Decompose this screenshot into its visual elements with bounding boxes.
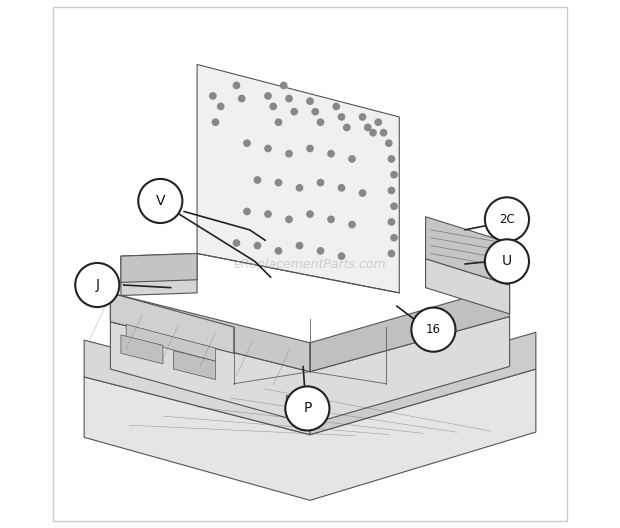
- Text: 2C: 2C: [499, 213, 515, 226]
- Circle shape: [312, 109, 319, 115]
- Text: 16: 16: [426, 323, 441, 336]
- Polygon shape: [110, 293, 234, 353]
- Circle shape: [286, 216, 292, 222]
- Circle shape: [265, 93, 271, 99]
- Circle shape: [244, 140, 250, 146]
- Polygon shape: [84, 340, 310, 435]
- Circle shape: [328, 216, 334, 222]
- Polygon shape: [197, 64, 399, 293]
- Circle shape: [375, 119, 381, 125]
- Text: J: J: [95, 278, 99, 292]
- Circle shape: [275, 119, 281, 125]
- Circle shape: [254, 177, 260, 183]
- Circle shape: [281, 82, 287, 89]
- Polygon shape: [121, 335, 163, 364]
- Circle shape: [370, 129, 376, 136]
- Circle shape: [339, 114, 345, 120]
- Circle shape: [391, 172, 397, 178]
- Circle shape: [388, 250, 394, 257]
- Text: V: V: [156, 194, 165, 208]
- Circle shape: [275, 248, 281, 254]
- Circle shape: [285, 386, 329, 430]
- Circle shape: [411, 308, 456, 352]
- Circle shape: [254, 242, 260, 249]
- Circle shape: [138, 179, 182, 223]
- Circle shape: [307, 98, 313, 105]
- Circle shape: [339, 185, 345, 191]
- Circle shape: [388, 219, 394, 225]
- Circle shape: [485, 197, 529, 241]
- Circle shape: [265, 211, 271, 217]
- Circle shape: [349, 156, 355, 162]
- Circle shape: [307, 145, 313, 152]
- Circle shape: [339, 253, 345, 259]
- Circle shape: [333, 103, 339, 110]
- Circle shape: [317, 180, 324, 186]
- Circle shape: [291, 109, 298, 115]
- Circle shape: [239, 96, 245, 102]
- Polygon shape: [174, 351, 216, 380]
- Polygon shape: [425, 259, 510, 314]
- Circle shape: [75, 263, 119, 307]
- Circle shape: [210, 93, 216, 99]
- Polygon shape: [121, 253, 197, 282]
- Circle shape: [328, 150, 334, 157]
- Polygon shape: [110, 293, 310, 372]
- Polygon shape: [126, 324, 216, 361]
- Circle shape: [265, 145, 271, 152]
- Circle shape: [270, 103, 277, 110]
- Circle shape: [233, 82, 239, 89]
- Circle shape: [349, 221, 355, 228]
- Circle shape: [317, 248, 324, 254]
- Circle shape: [233, 240, 239, 246]
- Text: P: P: [303, 401, 312, 416]
- Circle shape: [275, 180, 281, 186]
- Circle shape: [244, 209, 250, 214]
- Circle shape: [365, 124, 371, 130]
- Circle shape: [360, 114, 366, 120]
- Polygon shape: [84, 369, 536, 501]
- Polygon shape: [425, 216, 510, 285]
- Text: U: U: [502, 254, 512, 268]
- Circle shape: [286, 150, 292, 157]
- Polygon shape: [121, 253, 197, 296]
- Circle shape: [343, 124, 350, 130]
- Polygon shape: [286, 395, 323, 419]
- Circle shape: [386, 140, 392, 146]
- Polygon shape: [310, 285, 510, 372]
- Circle shape: [388, 156, 394, 162]
- Circle shape: [381, 129, 387, 136]
- Circle shape: [296, 185, 303, 191]
- Polygon shape: [110, 316, 510, 424]
- Circle shape: [388, 187, 394, 194]
- Circle shape: [485, 239, 529, 284]
- Circle shape: [307, 211, 313, 217]
- Circle shape: [391, 203, 397, 210]
- Polygon shape: [310, 332, 536, 435]
- Circle shape: [360, 190, 366, 196]
- Circle shape: [296, 242, 303, 249]
- Circle shape: [286, 96, 292, 102]
- Text: eReplacementParts.com: eReplacementParts.com: [234, 258, 386, 270]
- Circle shape: [317, 119, 324, 125]
- Circle shape: [212, 119, 219, 125]
- Circle shape: [218, 103, 224, 110]
- Circle shape: [391, 234, 397, 241]
